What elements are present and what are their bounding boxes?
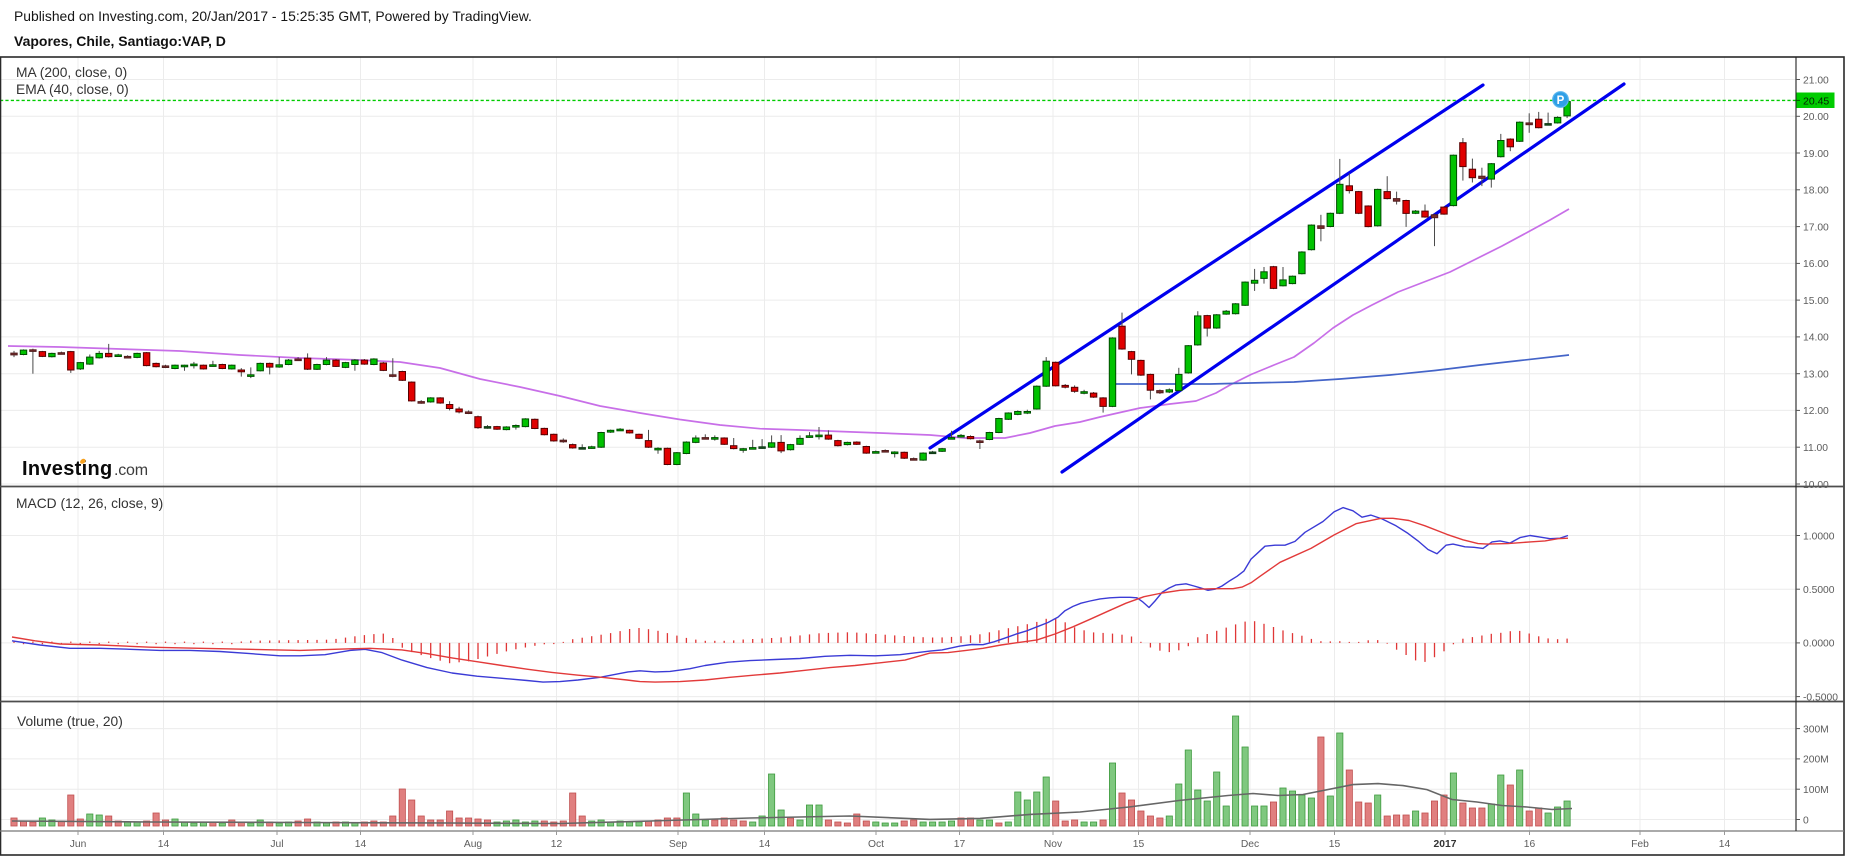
- svg-text:Aug: Aug: [464, 839, 483, 850]
- svg-text:0.5000: 0.5000: [1803, 585, 1835, 596]
- svg-text:Feb: Feb: [1631, 839, 1649, 850]
- svg-text:16.00: 16.00: [1803, 259, 1829, 270]
- svg-text:14: 14: [355, 839, 367, 850]
- svg-text:MACD (12, 26, close, 9): MACD (12, 26, close, 9): [16, 496, 163, 511]
- svg-text:MA (200, close, 0): MA (200, close, 0): [16, 65, 127, 80]
- svg-text:14: 14: [1719, 839, 1731, 850]
- svg-text:200M: 200M: [1803, 755, 1829, 766]
- svg-text:15: 15: [1133, 839, 1145, 850]
- svg-text:17: 17: [954, 839, 966, 850]
- svg-text:15.00: 15.00: [1803, 296, 1829, 307]
- svg-text:Jul: Jul: [270, 839, 283, 850]
- svg-text:15: 15: [1329, 839, 1341, 850]
- svg-text:14.00: 14.00: [1803, 333, 1829, 344]
- svg-text:18.00: 18.00: [1803, 186, 1829, 197]
- svg-text:13.00: 13.00: [1803, 370, 1829, 381]
- svg-text:100M: 100M: [1803, 785, 1829, 796]
- svg-text:Volume (true, 20): Volume (true, 20): [17, 714, 123, 729]
- svg-text:20.00: 20.00: [1803, 112, 1829, 123]
- svg-text:10.00: 10.00: [1803, 480, 1829, 491]
- svg-text:Jun: Jun: [70, 839, 87, 850]
- svg-text:0.0000: 0.0000: [1803, 639, 1835, 650]
- svg-text:20.45: 20.45: [1803, 96, 1829, 108]
- svg-text:17.00: 17.00: [1803, 222, 1829, 233]
- svg-text:Vapores, Chile, Santiago:VAP,: Vapores, Chile, Santiago:VAP, D: [14, 33, 226, 49]
- svg-text:300M: 300M: [1803, 724, 1829, 735]
- svg-text:EMA (40, close, 0): EMA (40, close, 0): [16, 82, 129, 97]
- svg-text:Dec: Dec: [1241, 839, 1259, 850]
- svg-text:Oct: Oct: [868, 839, 884, 850]
- svg-text:16: 16: [1524, 839, 1536, 850]
- svg-text:.com: .com: [114, 462, 148, 479]
- svg-text:1.0000: 1.0000: [1803, 531, 1835, 542]
- svg-text:Nov: Nov: [1044, 839, 1063, 850]
- svg-text:21.00: 21.00: [1803, 75, 1829, 86]
- svg-text:0: 0: [1803, 815, 1809, 826]
- svg-text:11.00: 11.00: [1803, 443, 1828, 454]
- svg-text:Published on Investing.com, 20: Published on Investing.com, 20/Jan/2017 …: [14, 8, 532, 24]
- svg-text:-0.5000: -0.5000: [1803, 692, 1838, 703]
- svg-text:Investing: Investing: [22, 458, 113, 480]
- svg-text:12: 12: [551, 839, 563, 850]
- svg-text:19.00: 19.00: [1803, 149, 1829, 160]
- svg-text:Sep: Sep: [669, 839, 688, 850]
- svg-text:14: 14: [759, 839, 771, 850]
- svg-text:12.00: 12.00: [1803, 406, 1829, 417]
- svg-text:14: 14: [158, 839, 170, 850]
- svg-text:P: P: [1557, 95, 1565, 107]
- svg-text:2017: 2017: [1434, 839, 1457, 850]
